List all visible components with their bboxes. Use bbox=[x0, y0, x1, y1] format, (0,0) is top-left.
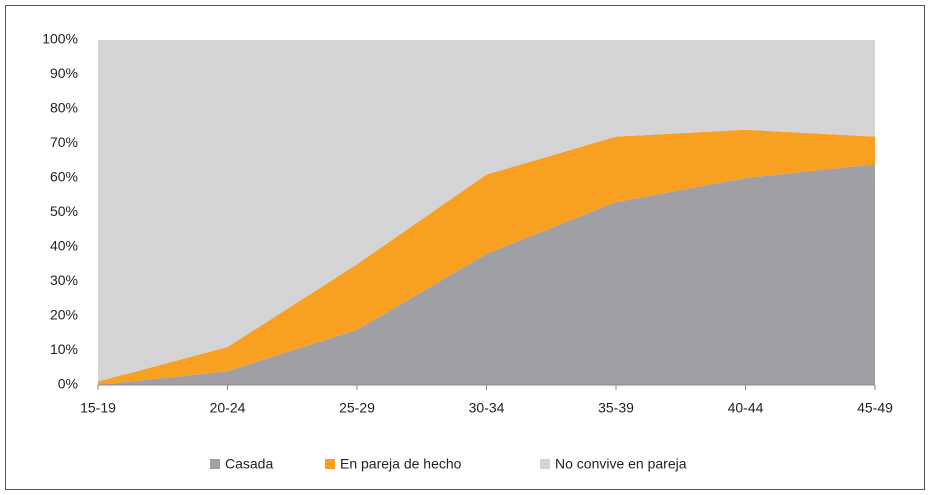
x-tick-label: 45-49 bbox=[857, 400, 893, 416]
area bbox=[98, 40, 875, 382]
y-tick-label: 70% bbox=[50, 134, 78, 150]
x-tick-label: 40-44 bbox=[728, 400, 764, 416]
legend-swatch bbox=[325, 459, 335, 469]
x-tick-label: 30-34 bbox=[469, 400, 505, 416]
x-tick-label: 15-19 bbox=[80, 400, 116, 416]
legend-label: No convive en pareja bbox=[555, 456, 687, 472]
legend-swatch bbox=[210, 459, 220, 469]
y-tick-label: 0% bbox=[58, 376, 78, 392]
y-tick-label: 60% bbox=[50, 169, 78, 185]
y-tick-label: 100% bbox=[42, 31, 78, 47]
x-tick-label: 35-39 bbox=[598, 400, 634, 416]
legend-label: En pareja de hecho bbox=[340, 456, 462, 472]
area bbox=[98, 129, 875, 385]
x-tick-label: 20-24 bbox=[210, 400, 246, 416]
x-tick-label: 25-29 bbox=[339, 400, 375, 416]
y-tick-label: 50% bbox=[50, 203, 78, 219]
area bbox=[98, 164, 875, 385]
y-tick-label: 40% bbox=[50, 238, 78, 254]
legend-swatch bbox=[540, 459, 550, 469]
y-tick-label: 10% bbox=[50, 341, 78, 357]
y-tick-label: 20% bbox=[50, 307, 78, 323]
y-tick-label: 90% bbox=[50, 65, 78, 81]
legend-label: Casada bbox=[225, 456, 273, 472]
y-tick-label: 30% bbox=[50, 272, 78, 288]
y-tick-label: 80% bbox=[50, 100, 78, 116]
